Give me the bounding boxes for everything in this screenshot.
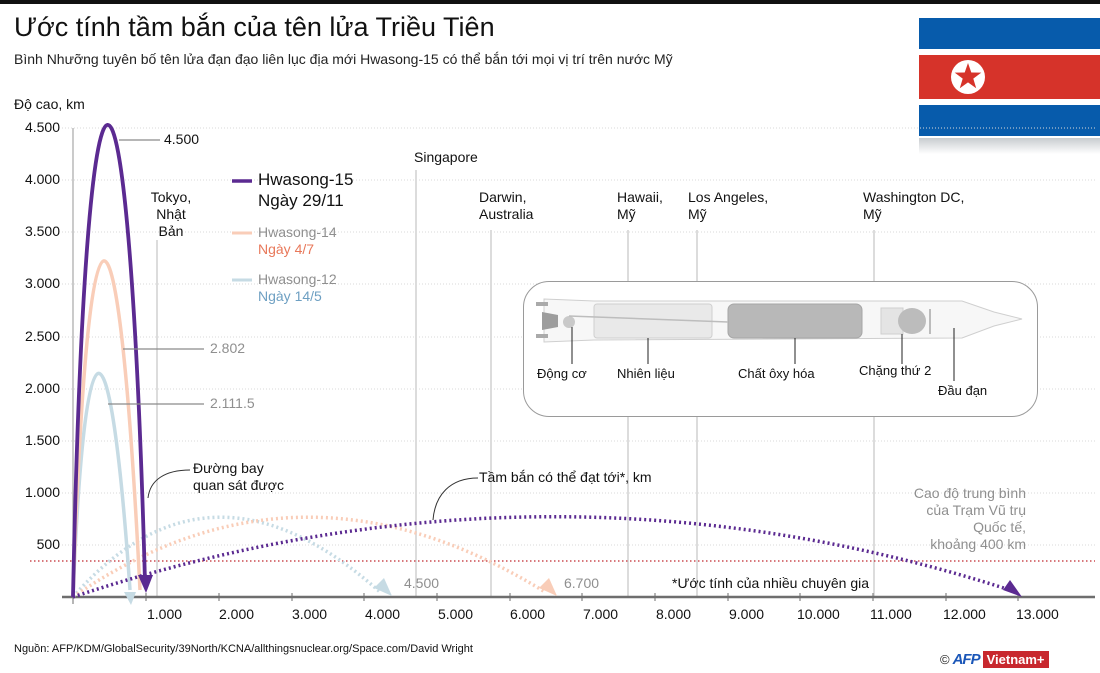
y-tick: 1.500 [24,432,60,448]
rocket-part-stage2: Chặng thứ 2 [859,363,932,378]
x-tick: 2.000 [219,606,255,622]
north-korea-flag-icon [919,18,1100,154]
page-subtitle: Bình Nhưỡng tuyên bố tên lửa đạn đạo liê… [14,51,673,67]
city-los-angeles: Los Angeles, Mỹ [688,189,769,222]
legend-hw15-date: Ngày 29/11 [258,191,344,210]
estimated-range-label: Tầm bắn có thể đạt tới*, km [479,469,652,485]
hw14-observed [71,259,142,598]
legend-hw14-name: Hwasong-14 [258,224,337,240]
x-tick: 1.000 [147,606,183,622]
x-tick: 5.000 [438,606,474,622]
y-axis-label: Độ cao, km [14,96,85,112]
y-tick: 500 [36,536,60,552]
hw12-estimated-arc [71,515,382,599]
range-hw14-label: 6.700 [564,575,600,591]
y-tick: 4.500 [24,119,60,135]
y-tick: 1.000 [24,484,60,500]
page-title: Ước tính tầm bắn của tên lửa Triều Tiên [14,12,495,42]
city-tokyo: Tokyo, Nhật Bản [150,189,192,239]
y-tick: 3.500 [24,223,60,239]
rocket-part-warhead: Đầu đạn [938,383,988,398]
y-tick: 4.000 [24,171,60,187]
x-tick: 6.000 [510,606,546,622]
credit-logo: © AFP Vietnam+ [940,650,1049,668]
x-tick: 7.000 [583,606,619,622]
legend-hw12-name: Hwasong-12 [258,271,337,287]
legend-hw12-date: Ngày 14/5 [258,288,322,304]
y-tick: 3.000 [24,275,60,291]
afp-logo: AFP [952,650,981,668]
iss-label: Cao độ trung bình của Trạm Vũ trụ Quốc t… [913,485,1026,552]
range-hw12-label: 4.500 [404,575,440,591]
city-singapore: Singapore [414,149,478,165]
rocket-part-oxidizer: Chất ôxy hóa [738,366,815,381]
rocket-part-fuel: Nhiên liệu [617,366,675,381]
rocket-part-engine: Động cơ [537,366,587,381]
y-tick: 2.500 [24,328,60,344]
x-tick: 8.000 [656,606,692,622]
copyright-icon: © [940,651,950,667]
hw15-observed [71,122,147,598]
apogee-hw15-label: 4.500 [164,131,200,147]
x-tick: 11.000 [870,606,912,622]
x-tick: 13.000 [1016,606,1059,622]
legend-hw14-date: Ngày 4/7 [258,241,315,257]
x-tick: 12.000 [943,606,986,622]
rocket-icon [536,298,1023,381]
top-border [0,0,1100,4]
apogee-hw12-label: 2.111.5 [210,395,255,411]
x-tick: 10.000 [797,606,840,622]
city-darwin: Darwin, Australia [479,189,534,222]
footnote-label: *Ước tính của nhiều chuyên gia [672,575,870,591]
city-hawaii: Hawaii, Mỹ [617,189,663,222]
x-tick: 4.000 [365,606,401,622]
x-tick: 3.000 [292,606,328,622]
apogee-hw14-label: 2.802 [210,340,246,356]
source-text: Nguồn: AFP/KDM/GlobalSecurity/39North/KC… [14,643,473,655]
vietnamplus-logo: Vietnam+ [982,650,1049,668]
rocket-diagram: Động cơ Nhiên liệu Chất ôxy hóa Chặng th… [523,281,1038,417]
city-washington-dc: Washington DC, Mỹ [863,189,965,222]
observed-path-label: Đường bay quan sát được [193,460,284,493]
legend-hw15-name: Hwasong-15 [258,170,354,189]
y-tick: 2.000 [24,380,60,396]
x-tick: 9.000 [729,606,765,622]
